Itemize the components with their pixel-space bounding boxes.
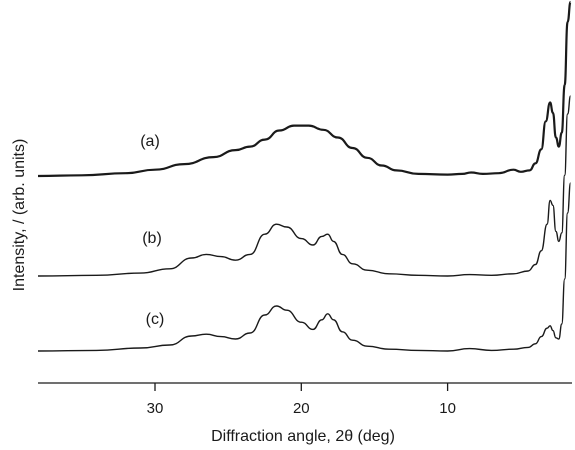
curves-group [37,0,572,352]
y-axis-title: Intensity, / (arb. units) [11,139,28,292]
x-tick-label: 30 [147,400,164,417]
series-line-2 [37,95,572,277]
series-label-1: (a) [140,133,160,150]
x-axis-title: Diffraction angle, 2θ (deg) [211,428,395,445]
curve-labels-group: (a) (b) (c) [140,133,164,328]
series-label-3: (c) [146,311,165,328]
x-ticks-group: 30 20 10 [147,383,456,417]
x-tick-label: 10 [439,400,456,417]
series-line-3 [37,182,572,352]
series-label-2: (b) [142,230,162,247]
x-tick-label: 20 [293,400,310,417]
series-line-1 [37,0,572,178]
